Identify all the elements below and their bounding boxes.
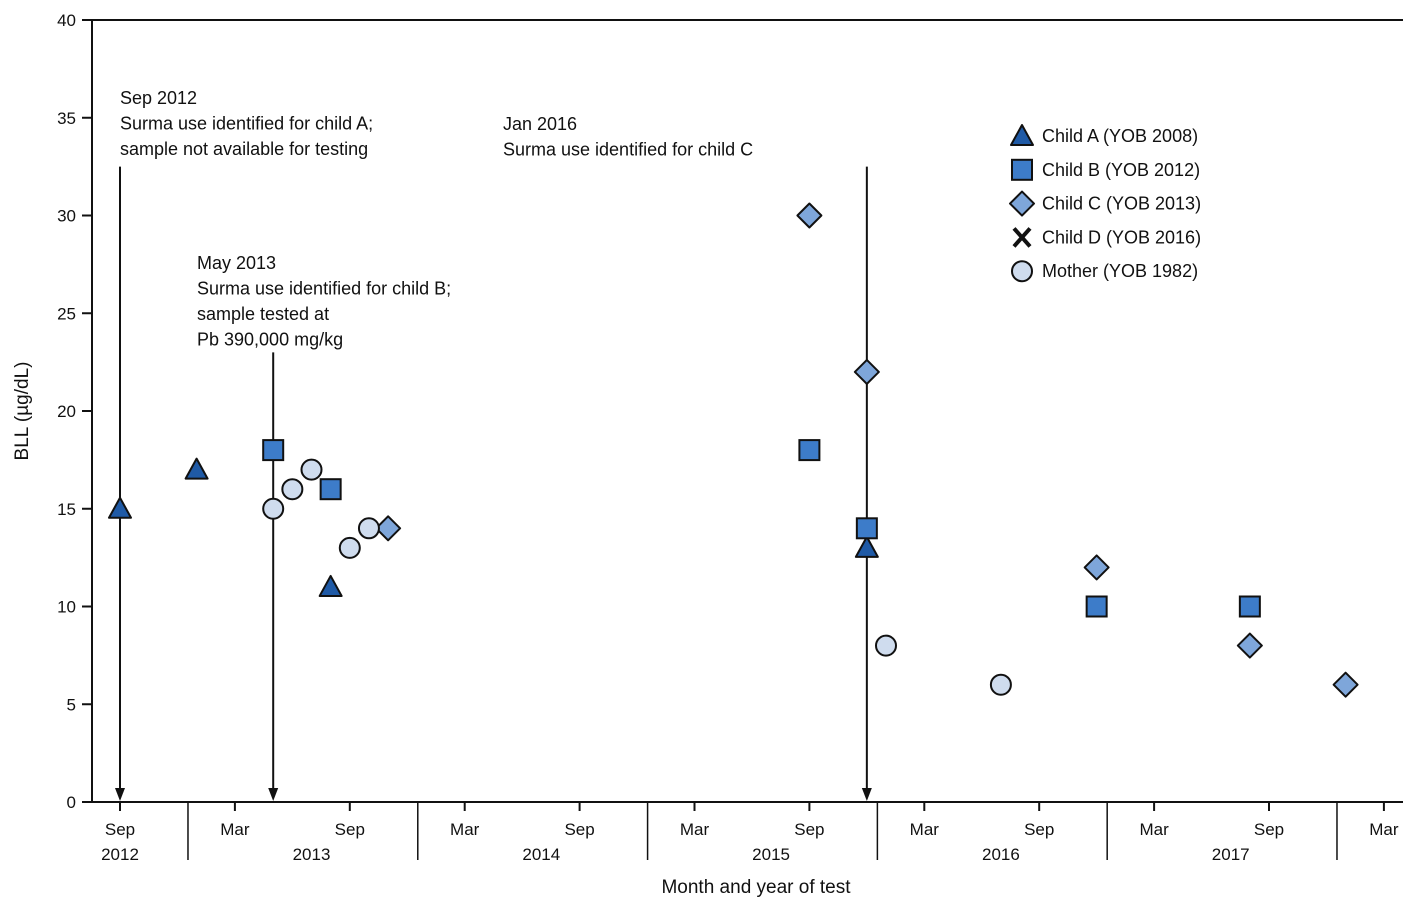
data-point [1236, 632, 1263, 659]
legend-marker [1011, 260, 1033, 283]
legend-marker [1012, 227, 1032, 248]
x-year-label: 2015 [752, 845, 790, 864]
annotation-text: Sep 2012 [120, 88, 197, 108]
y-tick-label: 30 [57, 207, 76, 226]
data-point [854, 535, 879, 558]
series-1 [262, 439, 1261, 618]
annotation-text: sample not available for testing [120, 139, 368, 159]
legend-marker [1010, 124, 1034, 146]
x-tick-label: Sep [794, 820, 824, 839]
x-tick-label: Mar [1369, 820, 1399, 839]
x-tick-label: Mar [220, 820, 250, 839]
y-tick-label: 10 [57, 598, 76, 617]
y-tick-label: 25 [57, 304, 76, 323]
data-point [853, 358, 880, 385]
data-point [1238, 595, 1261, 618]
x-marker-stroke [1012, 227, 1032, 248]
x-tick-label: Mar [1139, 820, 1169, 839]
legend-item: Child A (YOB 2008) [1010, 124, 1198, 146]
y-tick-label: 35 [57, 109, 76, 128]
legend-marker [1009, 190, 1035, 217]
y-axis-ticks: 0 5 10 15 20 25 30 35 40 [57, 11, 92, 812]
annotation-text: Pb 390,000 mg/kg [197, 330, 343, 350]
annotation-text: Surma use identified for child A; [120, 114, 373, 134]
legend-label: Child B (YOB 2012) [1042, 160, 1200, 180]
x-year-label: 2014 [522, 845, 560, 864]
annotation-text: sample tested at [197, 304, 329, 324]
data-point [281, 478, 304, 501]
x-tick-label: Mar [450, 820, 480, 839]
x-axis-ticks: SepMarSepMarSepMarSepMarSepMarSepMarSepM… [101, 802, 1399, 864]
annotation-text: May 2013 [197, 253, 276, 273]
legend-marker [1011, 158, 1033, 181]
legend: Child A (YOB 2008) Child B (YOB 2012) Chil… [1009, 124, 1201, 283]
y-axis-title: BLL (µg/dL) [12, 362, 33, 461]
series-4 [262, 458, 1012, 696]
data-point [989, 673, 1012, 696]
x-year-label: 2012 [101, 845, 139, 864]
x-tick-label: Sep [1254, 820, 1284, 839]
x-year-label: 2016 [982, 845, 1020, 864]
data-point [300, 458, 323, 481]
data-point [318, 574, 343, 597]
x-tick-label: Mar [680, 820, 710, 839]
data-point [1085, 595, 1108, 618]
x-tick-label: Sep [1024, 820, 1054, 839]
x-tick-label: Sep [105, 820, 135, 839]
legend-label: Child C (YOB 2013) [1042, 194, 1201, 214]
x-tick-label: Sep [335, 820, 365, 839]
legend-label: Mother (YOB 1982) [1042, 261, 1198, 281]
data-point [262, 497, 285, 520]
legend-item: Child C (YOB 2013) [1009, 190, 1201, 217]
data-points [108, 202, 1359, 698]
data-point [338, 536, 361, 559]
annotation-arrowhead [268, 788, 279, 801]
annotation-arrowhead [861, 788, 872, 801]
y-tick-label: 15 [57, 500, 76, 519]
annotation-text: Surma use identified for child C [503, 140, 753, 160]
data-point [357, 517, 380, 540]
legend-label: Child D (YOB 2016) [1042, 227, 1201, 247]
annotation-text: Jan 2016 [503, 114, 577, 134]
legend-label: Child A (YOB 2008) [1042, 126, 1198, 146]
y-tick-label: 5 [67, 695, 76, 714]
data-point [108, 496, 132, 519]
data-point [1083, 554, 1110, 581]
series-2 [375, 202, 1359, 698]
legend-item: Mother (YOB 1982) [1011, 260, 1198, 283]
legend-item: Child B (YOB 2012) [1011, 158, 1200, 181]
x-year-label: 2017 [1212, 845, 1250, 864]
y-tick-label: 40 [57, 11, 76, 30]
data-point [262, 439, 285, 462]
y-tick-label: 20 [57, 402, 76, 421]
data-point [798, 439, 821, 462]
chart-axes [91, 19, 1403, 803]
x-axis-title: Month and year of test [661, 877, 851, 898]
legend-item: Child D (YOB 2016) [1012, 227, 1201, 248]
data-point [1332, 671, 1359, 698]
data-point [796, 202, 823, 229]
data-point [855, 517, 878, 540]
data-point [375, 515, 402, 542]
series-0 [108, 457, 879, 597]
x-tick-label: Mar [910, 820, 940, 839]
x-tick-label: Sep [564, 820, 594, 839]
x-year-label: 2013 [293, 845, 331, 864]
annotation-arrowhead [115, 788, 125, 801]
annotations: Sep 2012 Surma use identified for child A… [115, 88, 872, 801]
data-point [875, 634, 897, 657]
y-tick-label: 0 [67, 793, 76, 812]
data-point [184, 457, 209, 480]
annotation-text: Surma use identified for child B; [197, 279, 451, 299]
data-point [319, 478, 342, 501]
